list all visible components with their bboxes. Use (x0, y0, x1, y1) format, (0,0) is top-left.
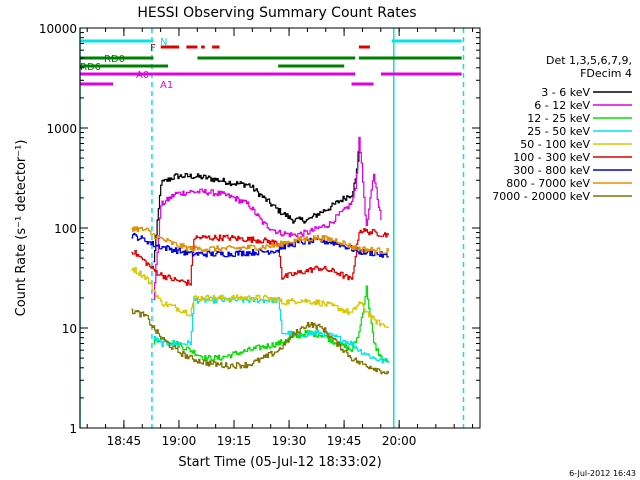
legend-label: 300 - 800 keV (513, 164, 590, 177)
legend-label: 7000 - 20000 keV (492, 190, 590, 203)
timestamp: 6-Jul-2012 16:43 (569, 469, 636, 478)
y-tick-label: 1 (69, 422, 77, 436)
series-line (153, 136, 382, 301)
y-tick-label: 100 (54, 222, 77, 236)
x-tick-label: 19:30 (272, 434, 307, 448)
flag-label-f: F (150, 43, 156, 54)
series-line (131, 228, 389, 286)
legend-label: 50 - 100 keV (520, 138, 590, 151)
series-line (131, 267, 389, 328)
legend-label: 25 - 50 keV (527, 125, 590, 138)
flag-label-a0: A0 (136, 70, 149, 81)
series-line (131, 226, 389, 254)
x-tick-label: 19:00 (162, 434, 197, 448)
legend-label: 12 - 25 keV (527, 112, 590, 125)
y-tick-label: 10 (62, 322, 77, 336)
legend-label: 6 - 12 keV (534, 99, 590, 112)
flag-label-a1: A1 (160, 80, 173, 91)
legend-label: 800 - 7000 keV (506, 177, 590, 190)
legend-label: 3 - 6 keV (541, 86, 590, 99)
series-line (153, 150, 360, 263)
flag-label-rd0: RD0 (104, 54, 125, 65)
y-tick-label: 1000 (46, 122, 77, 136)
x-tick-label: 19:45 (327, 434, 362, 448)
y-axis-label: Count Rate (s⁻¹ detector⁻¹) (14, 140, 29, 317)
y-tick-label: 10000 (39, 22, 77, 36)
legend-title-line-1: Det 1,3,5,6,7,9, (546, 54, 632, 67)
series-line (131, 308, 389, 375)
flag-label-rd6: RD6 (80, 62, 101, 73)
x-tick-label: 19:15 (217, 434, 252, 448)
flag-label-n: N (160, 37, 167, 48)
legend-title-line-2: FDecim 4 (580, 67, 632, 80)
x-tick-label: 20:00 (382, 434, 417, 448)
x-tick-label: 18:45 (107, 434, 142, 448)
x-axis-label: Start Time (05-Jul-12 18:33:02) (178, 455, 381, 470)
legend-label: 100 - 300 keV (513, 151, 590, 164)
series-line (153, 285, 389, 363)
chart-title: HESSI Observing Summary Count Rates (137, 5, 416, 21)
